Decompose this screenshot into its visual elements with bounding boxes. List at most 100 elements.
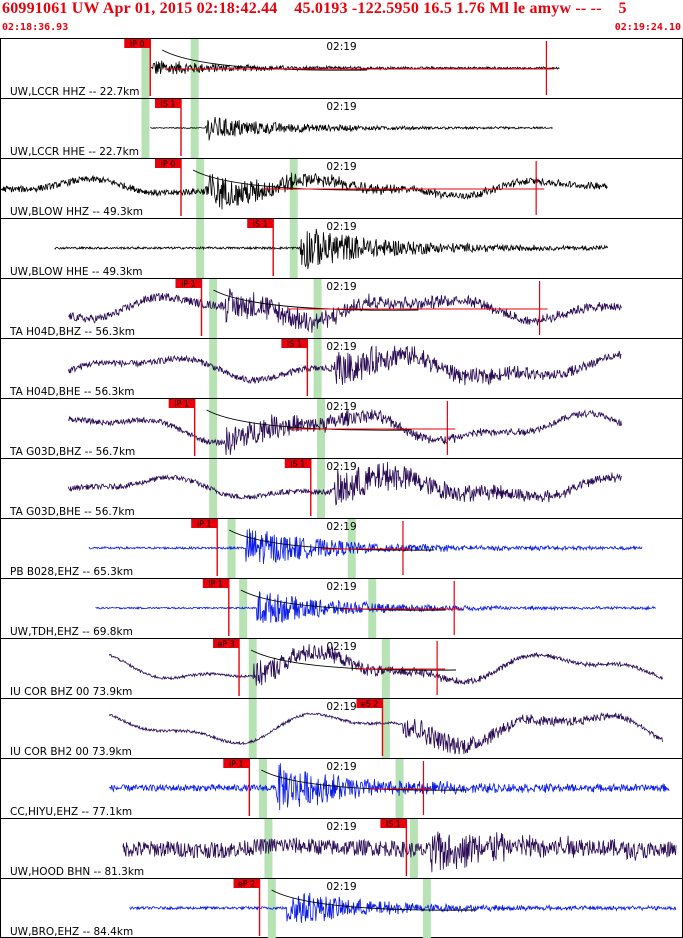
pick-flag bbox=[168, 399, 195, 408]
trace-panel: 02:19 iP 1 TA H04D,BHZ -- 56.3km bbox=[0, 278, 683, 338]
pick-flag bbox=[154, 159, 181, 168]
pick-label: iP 1 bbox=[174, 400, 189, 409]
pick-label: iP 1 bbox=[208, 580, 223, 589]
window-start-time: 02:18:36.93 bbox=[2, 22, 69, 33]
trace-panel: 02:19 eP 3 IU COR BHZ 00 73.9km bbox=[0, 638, 683, 698]
travel-time-curve bbox=[240, 589, 446, 611]
waveform-trace bbox=[108, 711, 663, 755]
pick-flag bbox=[213, 639, 240, 648]
waveform-trace bbox=[129, 892, 677, 923]
p-window-band bbox=[196, 159, 205, 218]
pick-flag bbox=[247, 219, 274, 228]
s-window-band bbox=[409, 819, 418, 878]
s-window-band bbox=[422, 879, 431, 938]
waveform-trace bbox=[68, 288, 622, 333]
pick-label: iS 1 bbox=[161, 100, 176, 109]
s-window-band bbox=[347, 519, 356, 578]
event-title: 60991061 UW Apr 01, 2015 02:18:42.44 45.… bbox=[2, 0, 627, 17]
pick-label: iP 1 bbox=[197, 520, 212, 529]
waveform-trace bbox=[150, 60, 560, 75]
p-window-band bbox=[248, 699, 257, 758]
pick-label: iS 1 bbox=[253, 220, 268, 229]
minute-mark-label: 02:19 bbox=[326, 461, 356, 473]
pick-label: eP 3 bbox=[217, 640, 234, 649]
trace-panel: 02:19 eS 2 IU COR BH2 00 73.9km bbox=[0, 698, 683, 758]
waveform-trace bbox=[67, 345, 622, 386]
p-window-band bbox=[209, 399, 218, 458]
trace-panel: 02:19 iS 1 TA H04D,BHE -- 56.3km bbox=[0, 338, 683, 398]
station-label: UW,TDH,EHZ -- 69.8km bbox=[10, 626, 133, 638]
minute-mark-label: 02:19 bbox=[326, 881, 356, 893]
trace-panel: 02:19 iP 1 UW,TDH,EHZ -- 69.8km bbox=[0, 578, 683, 638]
station-label: UW,HOOD BHN -- 81.3km bbox=[10, 866, 144, 878]
station-label: CC,HIYU,EHZ -- 77.1km bbox=[10, 806, 132, 818]
station-label: TA H04D,BHZ -- 56.3km bbox=[9, 326, 135, 338]
pick-flag bbox=[191, 519, 218, 528]
waveform-trace bbox=[54, 228, 609, 270]
pick-flag bbox=[284, 459, 311, 468]
minute-mark-label: 02:19 bbox=[326, 341, 356, 353]
pick-label: iP 0 bbox=[130, 40, 145, 49]
minute-mark-label: 02:19 bbox=[326, 821, 356, 833]
trace-panel: 02:19 iP 1 TA G03D,BHZ -- 56.7km bbox=[0, 398, 683, 458]
waveform-trace bbox=[108, 644, 663, 686]
pick-flag bbox=[356, 699, 383, 708]
pick-label: iS 1 bbox=[287, 340, 302, 349]
pick-label: iP 1 bbox=[181, 280, 196, 289]
travel-time-curve bbox=[162, 49, 368, 71]
pick-flag bbox=[124, 39, 151, 48]
pick-label: iP 0 bbox=[161, 160, 176, 169]
waveform-trace bbox=[67, 461, 622, 506]
pick-flag bbox=[175, 279, 202, 288]
trace-panel: 02:19 iP 1 PB B028,EHZ -- 65.3km bbox=[0, 518, 683, 578]
minute-mark-label: 02:19 bbox=[326, 641, 356, 653]
pick-flag bbox=[380, 819, 407, 828]
station-label: UW,LCCR HHZ -- 22.7km bbox=[10, 86, 139, 98]
trace-panel: 02:19 iS 1 UW,BLOW HHE -- 49.3km bbox=[0, 218, 683, 278]
travel-time-curve bbox=[261, 769, 467, 791]
minute-mark-label: 02:19 bbox=[326, 401, 356, 413]
p-window-band bbox=[209, 459, 218, 518]
station-label: UW,BLOW HHE -- 49.3km bbox=[10, 266, 142, 278]
p-window-band bbox=[141, 39, 150, 98]
station-label: TA H04D,BHE -- 56.3km bbox=[9, 386, 134, 398]
pick-label: iS 1 bbox=[290, 460, 305, 469]
station-label: PB B028,EHZ -- 65.3km bbox=[10, 566, 133, 578]
s-window-band bbox=[317, 459, 326, 518]
station-label: IU COR BH2 00 73.9km bbox=[10, 746, 132, 758]
pick-label: eP 2 bbox=[238, 880, 255, 889]
minute-mark-label: 02:19 bbox=[326, 101, 356, 113]
window-end-time: 02:19:24.10 bbox=[614, 22, 681, 33]
waveform-trace bbox=[67, 409, 622, 456]
pick-label: iS 1 bbox=[386, 820, 401, 829]
waveform-trace bbox=[95, 591, 656, 624]
station-label: IU COR BHZ 00 73.9km bbox=[10, 686, 132, 698]
event-header: 60991061 UW Apr 01, 2015 02:18:42.44 45.… bbox=[0, 0, 683, 38]
p-window-band bbox=[209, 279, 218, 338]
pick-flag bbox=[233, 879, 260, 888]
waveform-trace bbox=[122, 831, 677, 873]
travel-time-curve bbox=[250, 649, 456, 671]
waveform-trace bbox=[0, 172, 608, 210]
s-window-band bbox=[381, 699, 390, 758]
pick-flag bbox=[223, 759, 250, 768]
p-window-band bbox=[267, 879, 276, 938]
minute-mark-label: 02:19 bbox=[326, 581, 356, 593]
travel-time-curve bbox=[206, 409, 412, 431]
waveform-trace bbox=[109, 763, 670, 811]
minute-mark-label: 02:19 bbox=[326, 161, 356, 173]
minute-mark-label: 02:19 bbox=[326, 761, 356, 773]
trace-panel: 02:19 iP 0 UW,LCCR HHZ -- 22.7km bbox=[10, 39, 560, 98]
travel-time-curve bbox=[192, 169, 398, 191]
trace-panel: 02:19 iP 1 CC,HIYU,EHZ -- 77.1km bbox=[0, 758, 683, 818]
pick-label: iP 1 bbox=[229, 760, 244, 769]
station-label: TA G03D,BHZ -- 56.7km bbox=[9, 446, 135, 458]
station-label: UW,BLOW HHZ -- 49.3km bbox=[10, 206, 143, 218]
pick-flag bbox=[281, 339, 308, 348]
station-label: UW,LCCR HHE -- 22.7km bbox=[10, 146, 139, 158]
minute-mark-label: 02:19 bbox=[326, 281, 356, 293]
travel-time-curve bbox=[213, 289, 419, 311]
trace-panel: 02:19 iP 0 UW,BLOW HHZ -- 49.3km bbox=[0, 158, 683, 218]
minute-mark-label: 02:19 bbox=[326, 521, 356, 533]
